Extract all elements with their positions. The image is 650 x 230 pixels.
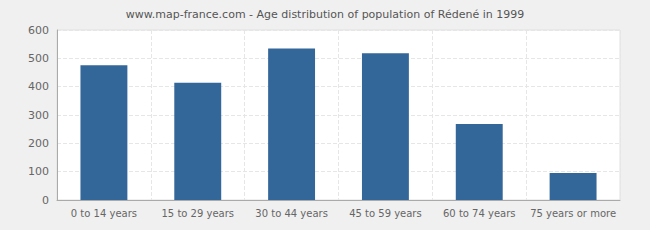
svg-text:45 to 59 years: 45 to 59 years (349, 208, 422, 219)
svg-text:0 to 14 years: 0 to 14 years (71, 208, 137, 219)
svg-text:0: 0 (42, 194, 49, 207)
svg-text:15 to 29 years: 15 to 29 years (161, 208, 234, 219)
svg-text:100: 100 (28, 165, 49, 178)
svg-text:500: 500 (28, 52, 49, 65)
svg-text:60 to 74 years: 60 to 74 years (443, 208, 516, 219)
svg-text:300: 300 (28, 109, 49, 122)
svg-text:75 years or more: 75 years or more (530, 208, 616, 219)
svg-text:200: 200 (28, 137, 49, 150)
svg-text:30 to 44 years: 30 to 44 years (255, 208, 328, 219)
svg-text:400: 400 (28, 80, 49, 93)
svg-text:www.map-france.com - Age distr: www.map-france.com - Age distribution of… (126, 8, 524, 21)
svg-text:600: 600 (28, 24, 49, 37)
